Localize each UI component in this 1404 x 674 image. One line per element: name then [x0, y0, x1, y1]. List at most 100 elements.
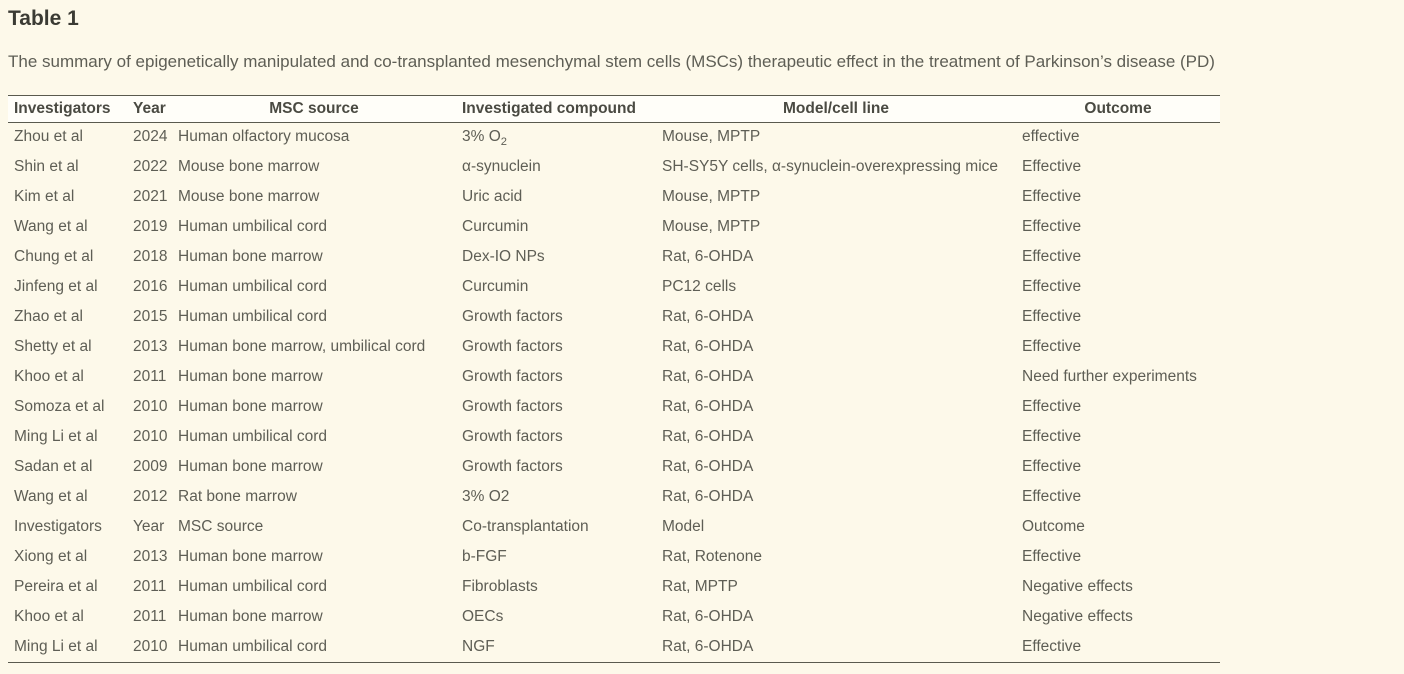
cell-model: Rat, 6-OHDA	[662, 637, 754, 655]
cell-outcome: Effective	[1022, 248, 1082, 266]
cell-compound: Growth factors	[462, 308, 563, 326]
cell-year: 2013	[133, 338, 168, 356]
cell-outcome: Effective	[1022, 458, 1082, 476]
cell-year: 2013	[133, 548, 168, 566]
cell-investigators: Chung et al	[14, 248, 94, 266]
cell-compound: Co-transplantation	[462, 518, 589, 536]
cell-outcome: Effective	[1022, 218, 1082, 236]
cell-outcome: Effective	[1022, 188, 1082, 206]
cell-investigators: Khoo et al	[14, 368, 84, 386]
cell-model: Mouse, MPTP	[662, 188, 761, 206]
column-header-msc_source: MSC source	[269, 99, 359, 117]
table-row: Sadan et al 2009 Human bone marrow Growth f…	[8, 452, 1220, 482]
table-row: Wang et al 2012 Rat bone marrow 3% O2 Rat, 6…	[8, 482, 1220, 512]
cell-year: 2021	[133, 188, 168, 206]
cell-model: Rat, 6-OHDA	[662, 338, 754, 356]
cell-model: Rat, 6-OHDA	[662, 608, 754, 626]
cell-investigators: Somoza et al	[14, 398, 105, 416]
cell-model: Rat, 6-OHDA	[662, 458, 754, 476]
table-row: Somoza et al 2010 Human bone marrow Growth …	[8, 392, 1220, 422]
cell-compound: Growth factors	[462, 398, 563, 416]
section-header-row: Investigators Year MSC source Co-transplant…	[8, 512, 1220, 542]
table-row: Khoo et al 2011 Human bone marrow OECs Rat, …	[8, 602, 1220, 632]
cell-outcome: Effective	[1022, 278, 1082, 296]
cell-model: Rat, 6-OHDA	[662, 398, 754, 416]
cell-model: Rat, 6-OHDA	[662, 368, 754, 386]
cell-compound: OECs	[462, 608, 504, 626]
cell-year: 2010	[133, 398, 168, 416]
cell-outcome: Effective	[1022, 548, 1082, 566]
cell-outcome: Effective	[1022, 398, 1082, 416]
cell-msc_source: Human umbilical cord	[178, 308, 328, 326]
table-row: Wang et al 2019 Human umbilical cord Curcum…	[8, 212, 1220, 242]
cell-msc_source: Human bone marrow	[178, 398, 323, 416]
cell-year: 2022	[133, 158, 168, 176]
cell-investigators: Zhao et al	[14, 308, 83, 326]
cell-year: 2010	[133, 637, 168, 655]
table-row: Khoo et al 2011 Human bone marrow Growth fa…	[8, 362, 1220, 392]
table-body: Zhou et al 2024 Human olfactory mucosa 3% O…	[8, 122, 1220, 662]
table-row: Kim et al 2021 Mouse bone marrow Uric acid M…	[8, 182, 1220, 212]
subscript: 2	[500, 136, 507, 149]
cell-investigators: Shin et al	[14, 158, 79, 176]
cell-year: Year	[133, 518, 165, 536]
cell-investigators: Kim et al	[14, 188, 75, 206]
cell-year: 2011	[133, 608, 167, 626]
table-row: Xiong et al 2013 Human bone marrow b-FGF Rat…	[8, 542, 1220, 572]
table-row: Shetty et al 2013 Human bone marrow, umbil…	[8, 332, 1220, 362]
cell-compound: Growth factors	[462, 428, 563, 446]
cell-compound: Curcumin	[462, 218, 529, 236]
cell-investigators: Wang et al	[14, 218, 88, 236]
cell-compound: α-synuclein	[462, 158, 541, 176]
table-title: Table 1	[8, 7, 79, 30]
cell-outcome: Effective	[1022, 158, 1082, 176]
cell-msc_source: Human olfactory mucosa	[178, 128, 350, 146]
cell-investigators: Zhou et al	[14, 128, 83, 146]
table-row: Zhao et al 2015 Human umbilical cord Growth…	[8, 302, 1220, 332]
table-row: Pereira et al 2011 Human umbilical cord Fib…	[8, 572, 1220, 602]
cell-investigators: Xiong et al	[14, 548, 88, 566]
table-header-row: Investigators Year MSC source Investigated …	[8, 95, 1220, 123]
table-row: Jinfeng et al 2016 Human umbilical cord Cur…	[8, 272, 1220, 302]
cell-msc_source: Human umbilical cord	[178, 428, 328, 446]
cell-outcome: Effective	[1022, 428, 1082, 446]
cell-year: 2019	[133, 218, 168, 236]
cell-msc_source: Human bone marrow	[178, 608, 323, 626]
cell-model: Rat, 6-OHDA	[662, 488, 754, 506]
cell-investigators: Sadan et al	[14, 458, 93, 476]
cell-outcome: Negative effects	[1022, 608, 1133, 626]
cell-compound: Growth factors	[462, 368, 563, 386]
cell-msc_source: Human bone marrow	[178, 248, 323, 266]
cell-compound: Dex-IO NPs	[462, 248, 545, 266]
cell-model: Mouse, MPTP	[662, 218, 761, 236]
table-row: Shin et al 2022 Mouse bone marrow α-synucle…	[8, 152, 1220, 182]
cell-compound: Fibroblasts	[462, 578, 538, 596]
cell-model: Rat, Rotenone	[662, 548, 762, 566]
cell-outcome: Need further experiments	[1022, 368, 1197, 386]
cell-msc_source: Human umbilical cord	[178, 637, 328, 655]
cell-msc_source: Human bone marrow	[178, 368, 323, 386]
cell-model: Rat, 6-OHDA	[662, 308, 754, 326]
table-row: Ming Li et al 2010 Human umbilical cord Gro…	[8, 422, 1220, 452]
cell-outcome: Effective	[1022, 637, 1082, 655]
cell-model: PC12 cells	[662, 278, 737, 296]
cell-msc_source: Human umbilical cord	[178, 218, 328, 236]
cell-msc_source: Mouse bone marrow	[178, 188, 320, 206]
cell-msc_source: Mouse bone marrow	[178, 158, 320, 176]
column-header-compound: Investigated compound	[462, 99, 636, 117]
cell-compound: Curcumin	[462, 278, 529, 296]
cell-year: 2015	[133, 308, 168, 326]
cell-model: Rat, MPTP	[662, 578, 738, 596]
cell-investigators: Khoo et al	[14, 608, 84, 626]
cell-compound: b-FGF	[462, 548, 507, 566]
cell-model: Mouse, MPTP	[662, 128, 761, 146]
cell-investigators: Jinfeng et al	[14, 278, 98, 296]
cell-year: 2016	[133, 278, 168, 296]
cell-model: Rat, 6-OHDA	[662, 428, 754, 446]
cell-year: 2012	[133, 488, 168, 506]
table-row: Chung et al 2018 Human bone marrow Dex-IO N…	[8, 242, 1220, 272]
cell-outcome: Effective	[1022, 488, 1082, 506]
cell-outcome: effective	[1022, 128, 1080, 146]
cell-investigators: Wang et al	[14, 488, 88, 506]
cell-outcome: Negative effects	[1022, 578, 1133, 596]
